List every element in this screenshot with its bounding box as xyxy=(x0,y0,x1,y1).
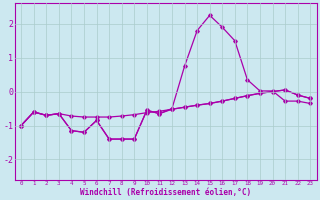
X-axis label: Windchill (Refroidissement éolien,°C): Windchill (Refroidissement éolien,°C) xyxy=(80,188,251,197)
